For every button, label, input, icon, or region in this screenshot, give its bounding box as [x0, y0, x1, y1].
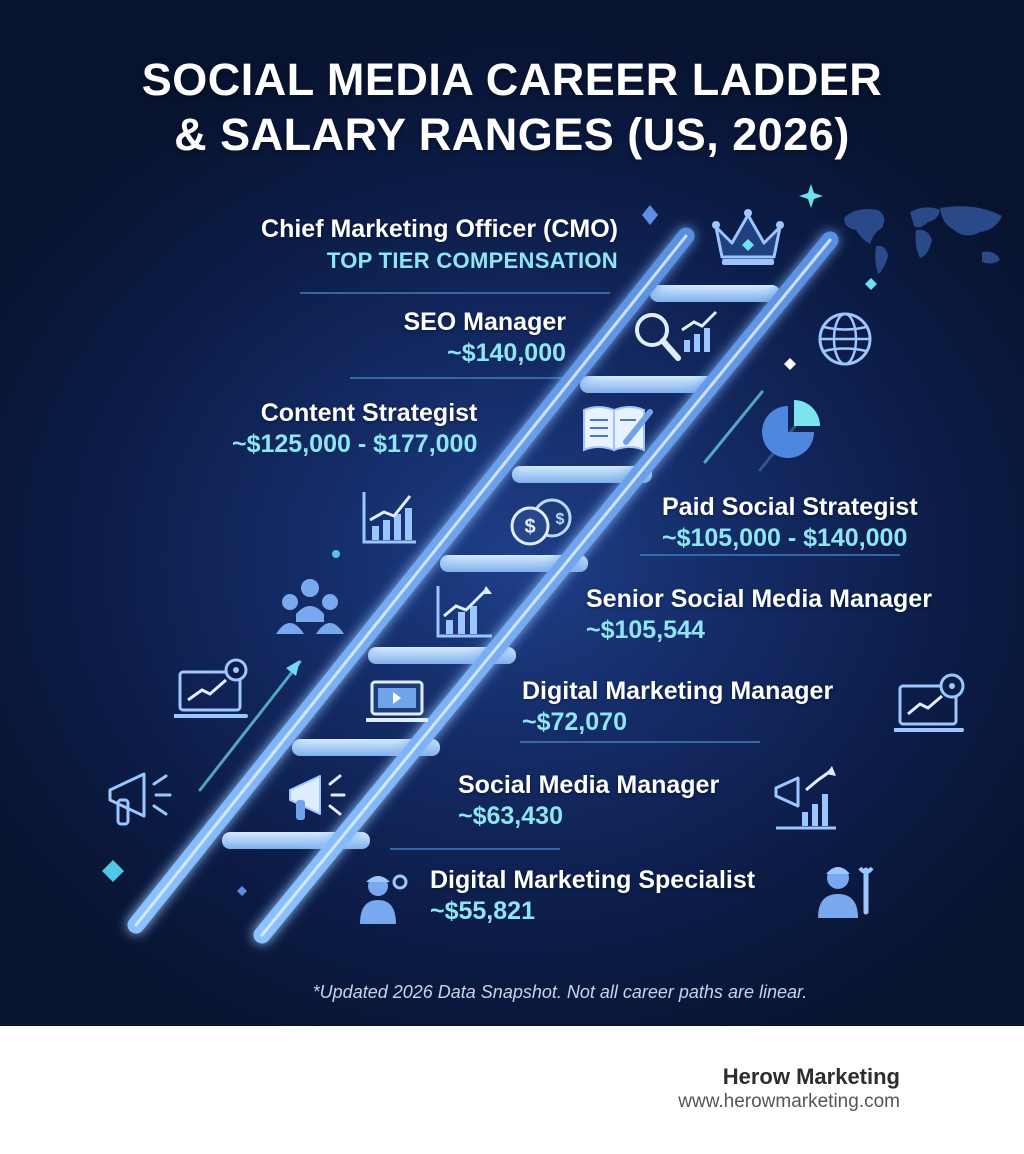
role-title: Digital Marketing Manager — [522, 677, 834, 705]
crown-icon — [712, 209, 784, 265]
laptop-gear-icon — [174, 658, 248, 718]
role-salary: ~$125,000 - $177,000 — [232, 430, 478, 458]
sparkle-icon — [865, 278, 877, 290]
laptop-gear-icon — [894, 673, 965, 732]
streak-arrow-head — [286, 660, 300, 676]
role-tier: TOP TIER COMPENSATION — [326, 248, 618, 273]
svg-text:$: $ — [556, 511, 565, 528]
footnote: *Updated 2026 Data Snapshot. Not all car… — [312, 982, 808, 1002]
career-ladder — [127, 227, 900, 944]
role-salary: ~$63,430 — [458, 802, 563, 830]
megaphone-icon — [289, 774, 346, 820]
world-map-icon — [844, 206, 1002, 274]
title-line-2: & SALARY RANGES (US, 2026) — [174, 109, 850, 160]
role-title: Chief Marketing Officer (CMO) — [261, 215, 618, 243]
role-title: Senior Social Media Manager — [586, 585, 932, 613]
role-seo-manager: SEO Manager ~$140,000 — [403, 307, 566, 369]
role-title: SEO Manager — [403, 308, 566, 336]
laptop-icon — [366, 680, 428, 722]
page-title: SOCIAL MEDIA CAREER LADDER & SALARY RANG… — [0, 52, 1024, 162]
magnifier-chart-icon — [635, 310, 718, 361]
sparkle-icon — [237, 886, 247, 896]
role-salary: ~$55,821 — [430, 897, 535, 925]
role-salary: ~$140,000 — [447, 339, 566, 367]
infographic-poster: SOCIAL MEDIA CAREER LADDER & SALARY RANG… — [0, 0, 1024, 1026]
globe-icon — [818, 312, 872, 366]
bar-chart-icon — [362, 492, 416, 544]
team-icon — [276, 579, 344, 634]
label-separators — [300, 292, 900, 850]
role-cmo: Chief Marketing Officer (CMO) TOP TIER C… — [261, 214, 618, 276]
megaphone-icon — [108, 772, 172, 826]
brand-url[interactable]: www.herowmarketing.com — [678, 1091, 900, 1112]
role-title: Social Media Manager — [458, 771, 720, 799]
book-pen-icon — [583, 406, 653, 452]
sparkle-icon — [102, 860, 124, 882]
coins-icon: $ $ — [510, 498, 572, 546]
brand-signature: Herow Marketing www.herowmarketing.com — [678, 1064, 900, 1114]
megaphone-chart-icon — [774, 766, 836, 830]
brand-name: Herow Marketing — [722, 1064, 900, 1089]
role-title: Paid Social Strategist — [662, 493, 918, 521]
growth-chart-icon — [436, 586, 492, 638]
sparkle-icon — [799, 184, 823, 208]
role-title: Digital Marketing Specialist — [430, 866, 756, 894]
role-salary: ~$105,000 - $140,000 — [662, 524, 908, 552]
worker-icon — [360, 874, 408, 924]
svg-text:$: $ — [524, 516, 535, 538]
role-salary: ~$105,544 — [586, 616, 705, 644]
title-line-1: SOCIAL MEDIA CAREER LADDER — [141, 54, 883, 105]
role-title: Content Strategist — [260, 399, 478, 427]
role-senior-social-media-manager: Senior Social Media Manager ~$105,544 — [586, 584, 932, 646]
role-digital-marketing-specialist: Digital Marketing Specialist ~$55,821 — [430, 865, 755, 927]
ladder-rungs — [222, 285, 780, 849]
pie-chart-icon — [762, 400, 820, 458]
wrench-person-icon — [818, 866, 874, 918]
sparkle-icon — [784, 358, 796, 370]
role-salary: ~$72,070 — [522, 708, 627, 736]
role-digital-marketing-manager: Digital Marketing Manager ~$72,070 — [522, 676, 833, 738]
sparkle-icon — [332, 550, 340, 558]
sparkle-icon — [642, 205, 658, 225]
role-social-media-manager: Social Media Manager ~$63,430 — [458, 770, 719, 832]
role-content-strategist: Content Strategist ~$125,000 - $177,000 — [232, 398, 477, 460]
role-paid-social-strategist: Paid Social Strategist ~$105,000 - $140,… — [662, 492, 918, 554]
ladder-rails — [127, 227, 839, 944]
